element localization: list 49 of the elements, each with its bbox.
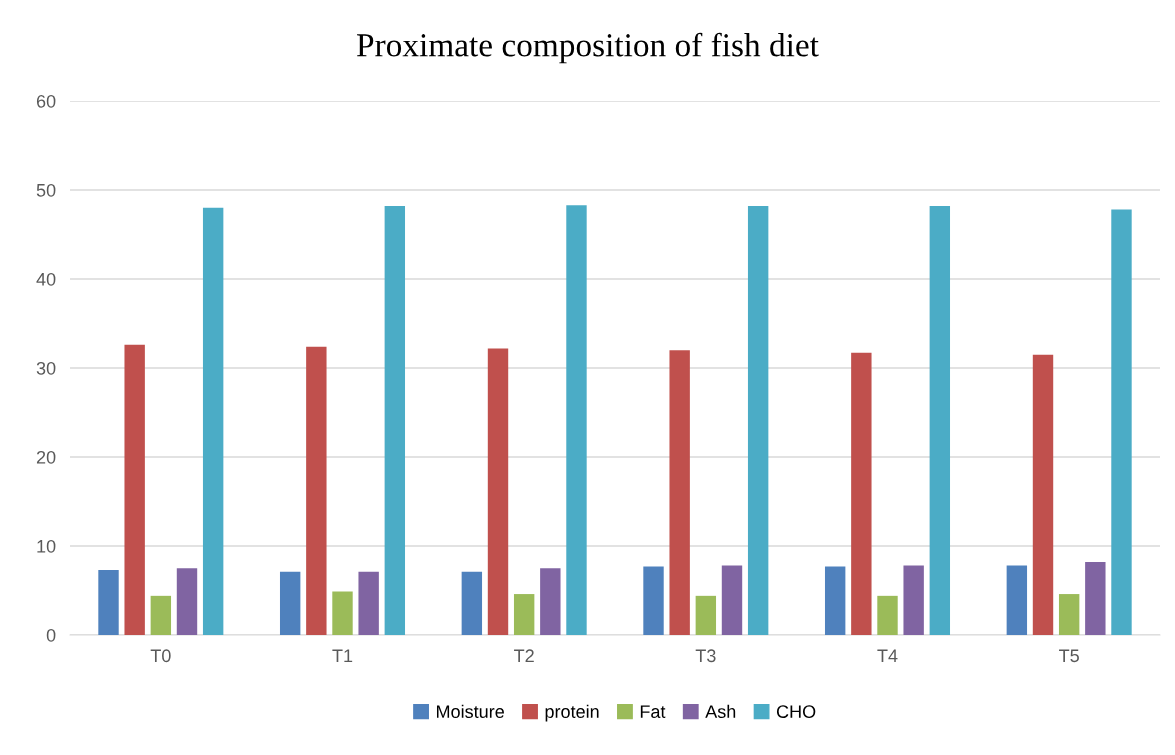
bar xyxy=(279,571,301,635)
bar xyxy=(487,348,509,635)
y-tick-label: 20 xyxy=(36,450,56,464)
x-tick-label: T4 xyxy=(877,649,898,662)
bar xyxy=(384,206,406,635)
bar xyxy=(695,595,717,635)
legend-label: Moisture xyxy=(436,704,504,719)
bar xyxy=(1006,565,1028,635)
x-tick-label: T3 xyxy=(695,649,716,663)
legend-label: protein xyxy=(545,704,599,722)
bar xyxy=(929,206,951,635)
bar xyxy=(1085,562,1106,635)
bar xyxy=(824,566,846,635)
bar xyxy=(903,565,924,635)
bar xyxy=(332,591,353,635)
bar xyxy=(540,568,561,635)
legend-label: Fat xyxy=(640,705,666,719)
y-tick-label: 60 xyxy=(36,94,56,108)
bar xyxy=(1111,209,1132,635)
bar xyxy=(461,571,483,635)
legend-label: CHO xyxy=(776,705,816,719)
y-tick-label: 10 xyxy=(37,539,56,553)
bar xyxy=(150,595,172,635)
bar xyxy=(358,571,379,635)
bar xyxy=(721,565,743,635)
bar xyxy=(669,350,690,635)
bar xyxy=(176,568,198,635)
legend-label: Ash xyxy=(705,704,736,719)
bar xyxy=(124,344,145,635)
bar xyxy=(513,594,535,635)
x-tick-label: T1 xyxy=(332,649,353,662)
y-tick-label: 30 xyxy=(36,361,56,375)
bar xyxy=(98,570,119,635)
y-tick-label: 0 xyxy=(46,628,56,642)
x-tick-label: T5 xyxy=(1059,649,1079,663)
bar xyxy=(643,566,664,635)
bar xyxy=(202,207,224,635)
bar xyxy=(306,346,327,635)
x-tick-label: T2 xyxy=(514,649,534,662)
bar xyxy=(747,206,769,635)
bar xyxy=(1058,594,1080,635)
bar xyxy=(566,205,587,635)
y-tick-label: 50 xyxy=(36,183,56,197)
x-tick-label: T0 xyxy=(150,649,171,663)
bar xyxy=(1032,354,1054,635)
bar xyxy=(877,595,898,635)
chart-title: Proximate composition of fish diet xyxy=(357,32,819,64)
bar xyxy=(851,352,872,635)
y-tick-label: 40 xyxy=(36,272,56,286)
